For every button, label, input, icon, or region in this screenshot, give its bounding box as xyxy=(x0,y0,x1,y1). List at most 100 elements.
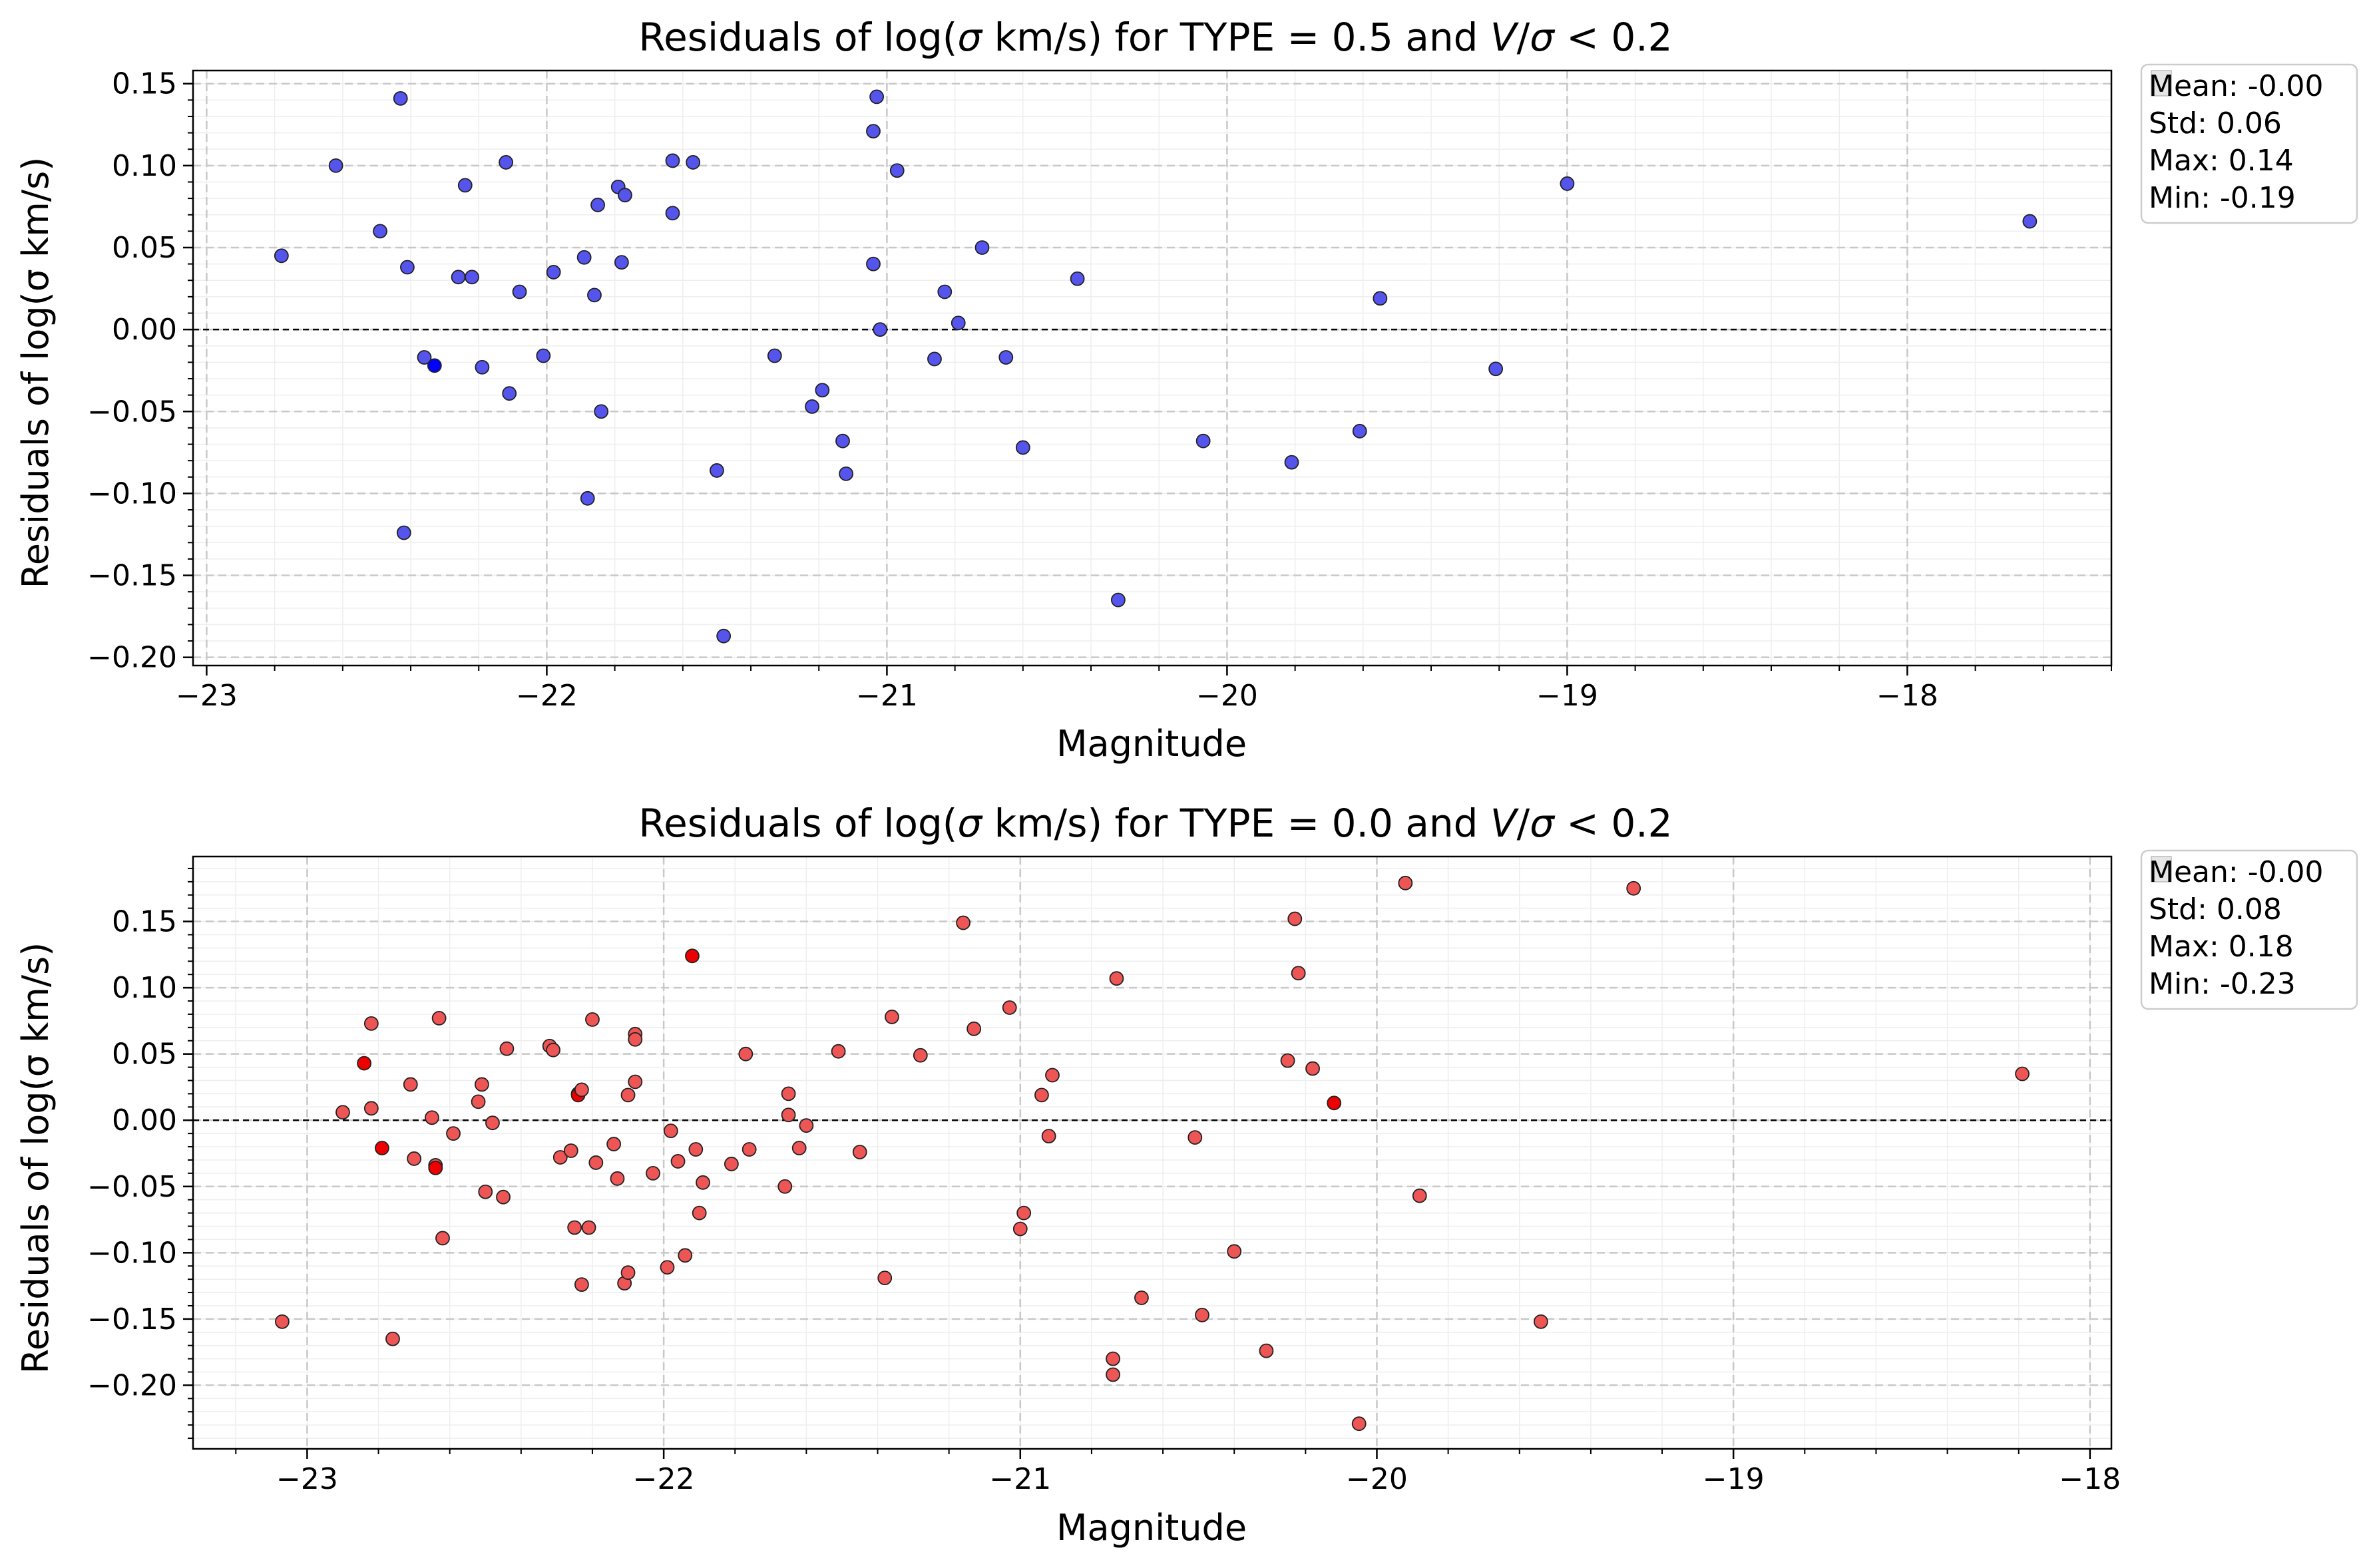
subplot-top-stats-legend: Mean: -0.00 Std: 0.06 Max: 0.14 Min: -0.… xyxy=(2140,63,2358,224)
y-tick-label: 0.15 xyxy=(112,905,177,939)
subplot-top-stat-min: Min: -0.19 xyxy=(2149,181,2296,215)
data-point xyxy=(465,270,479,285)
y-tick-label: −0.15 xyxy=(87,559,177,593)
x-tick-label: −19 xyxy=(1536,679,1598,713)
data-point xyxy=(692,1205,707,1221)
y-tick-label: 0.00 xyxy=(112,1103,177,1137)
data-point xyxy=(587,288,602,303)
subplot-bottom-stat-mean: Mean: -0.00 xyxy=(2149,855,2324,889)
data-point xyxy=(831,1044,846,1059)
data-point xyxy=(375,1141,389,1155)
data-point xyxy=(877,1271,893,1286)
data-point xyxy=(574,1082,589,1097)
subplot-top-ylabel: Residuals of log(σ km/s) xyxy=(15,157,57,589)
data-point xyxy=(927,351,942,367)
subplot-bottom-title: Residuals of log(σ km/s) for TYPE = 0.0 … xyxy=(638,801,1672,846)
subplot-bottom-stats-box xyxy=(2140,849,2358,1010)
data-point xyxy=(574,1277,589,1292)
data-point xyxy=(485,1115,500,1131)
data-point xyxy=(1287,911,1303,926)
data-point xyxy=(403,1077,418,1092)
data-point xyxy=(1034,1087,1049,1103)
data-point xyxy=(913,1048,928,1063)
data-point xyxy=(710,463,724,478)
data-point xyxy=(1070,271,1085,286)
data-point xyxy=(956,915,970,930)
data-point xyxy=(502,386,517,401)
x-tick-label: −19 xyxy=(1703,1462,1765,1496)
data-point xyxy=(866,124,881,139)
data-point xyxy=(1533,1314,1548,1329)
y-tick-label: 0.05 xyxy=(112,231,177,265)
data-point xyxy=(1187,1130,1203,1145)
data-point xyxy=(1227,1244,1242,1259)
data-point xyxy=(478,1184,493,1199)
subplot-bottom: Residuals of log(σ km/s) for TYPE = 0.0 … xyxy=(15,801,2358,1549)
subplot-bottom-frame xyxy=(192,855,2113,1450)
data-point xyxy=(781,1107,796,1123)
data-point xyxy=(660,1260,675,1275)
data-point xyxy=(1134,1290,1149,1305)
data-point xyxy=(1195,433,1211,449)
y-tick-label: 0.10 xyxy=(112,149,177,183)
data-point xyxy=(2022,214,2038,229)
data-point xyxy=(839,466,854,481)
subplot-top-y-tick-labels: −0.20 −0.15 −0.10 −0.05 0.00 0.05 0.10 0.15 xyxy=(87,67,177,675)
y-tick-label: −0.05 xyxy=(87,1170,177,1204)
data-point xyxy=(1045,1068,1060,1083)
x-tick-label: −18 xyxy=(2059,1462,2121,1496)
data-point xyxy=(1412,1188,1427,1203)
data-point xyxy=(873,322,888,337)
data-point xyxy=(563,1143,578,1158)
subplot-bottom-ticks xyxy=(183,867,2091,1459)
subplot-top-stats-box xyxy=(2140,63,2358,224)
data-point xyxy=(1106,1351,1120,1366)
data-point xyxy=(685,948,700,964)
subplot-top-ticks xyxy=(183,83,2112,676)
data-point xyxy=(696,1175,710,1190)
data-point xyxy=(274,248,289,264)
data-point xyxy=(618,188,632,203)
data-point xyxy=(2015,1066,2030,1081)
data-point xyxy=(427,358,442,373)
y-tick-label: −0.10 xyxy=(87,1236,177,1270)
data-point xyxy=(407,1151,422,1166)
data-point xyxy=(275,1314,290,1329)
data-point xyxy=(738,1046,753,1062)
x-tick-label: −20 xyxy=(1196,679,1258,713)
data-point xyxy=(665,206,680,221)
data-point xyxy=(357,1056,372,1071)
data-point xyxy=(457,178,473,193)
subplot-bottom-minor-grid xyxy=(193,857,2111,1449)
data-point xyxy=(1002,1000,1017,1015)
y-tick-label: 0.05 xyxy=(112,1038,177,1072)
data-point xyxy=(446,1126,461,1141)
data-point xyxy=(606,1137,622,1151)
data-point xyxy=(791,1141,807,1155)
data-point xyxy=(417,350,432,365)
data-point xyxy=(885,1010,899,1024)
data-point xyxy=(546,1042,560,1058)
data-point xyxy=(475,359,490,375)
data-point xyxy=(1016,1205,1032,1221)
data-point xyxy=(852,1145,867,1159)
subplot-top-stat-mean: Mean: -0.00 xyxy=(2149,69,2324,103)
subplot-top-x-tick-labels: −23 −22 −21 −20 −19 −18 xyxy=(176,679,1938,713)
subplot-bottom-ylabel: Residuals of log(σ km/s) xyxy=(15,942,57,1374)
data-point xyxy=(628,1032,643,1047)
subplot-bottom-stat-std: Std: 0.08 xyxy=(2149,892,2282,926)
subplot-top-xlabel: Magnitude xyxy=(1056,723,1247,765)
data-point xyxy=(610,1171,625,1186)
data-point xyxy=(951,315,966,331)
data-point xyxy=(373,224,387,239)
x-tick-label: −21 xyxy=(856,679,918,713)
data-point xyxy=(471,1094,486,1109)
data-point xyxy=(1291,966,1306,981)
data-point xyxy=(678,1248,693,1263)
data-point xyxy=(1327,1095,1342,1111)
data-point xyxy=(665,153,680,168)
data-point xyxy=(475,1077,489,1092)
data-point xyxy=(1280,1053,1295,1068)
data-point xyxy=(328,158,343,173)
data-point xyxy=(567,1220,582,1235)
